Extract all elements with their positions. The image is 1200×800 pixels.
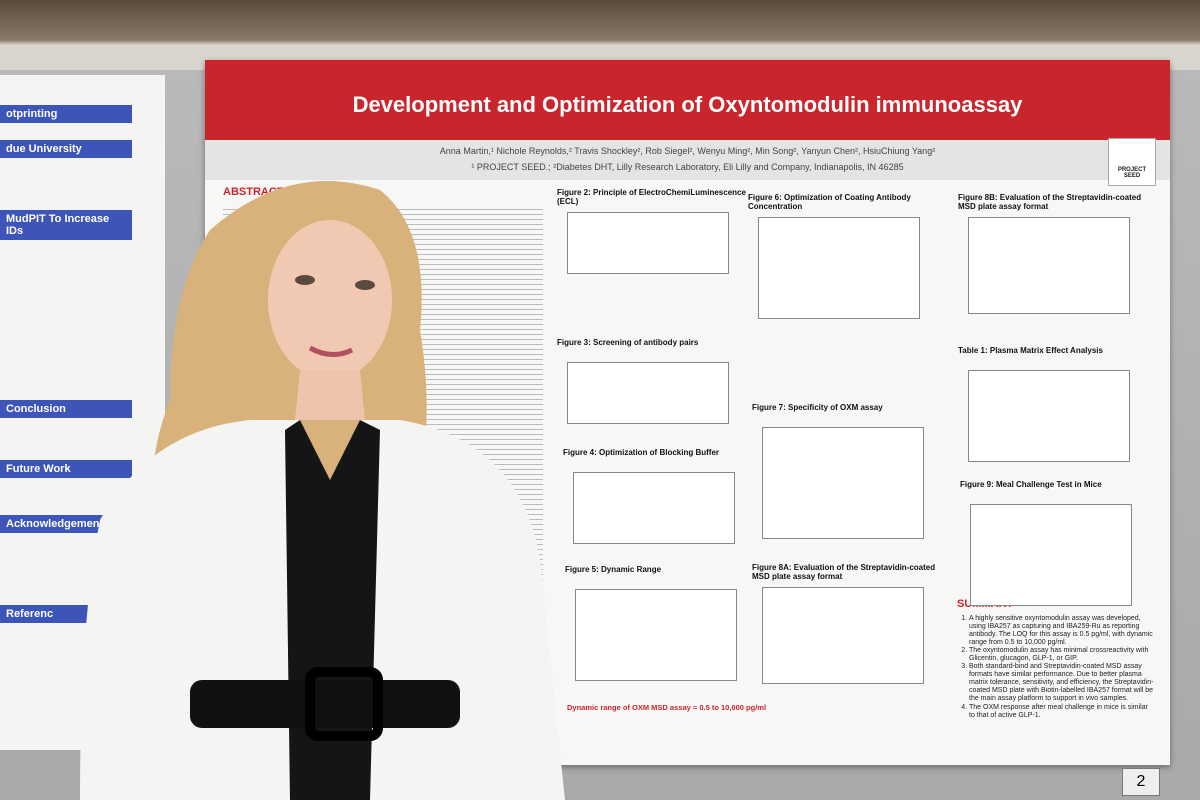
figure-panel <box>567 212 729 274</box>
left-poster-heading: MudPIT To Increase IDs <box>0 210 132 240</box>
poster-title: Development and Optimization of Oxyntomo… <box>205 60 1170 140</box>
figure-panel <box>762 427 924 539</box>
figure-panel <box>567 362 729 424</box>
figure-title: Figure 6: Optimization of Coating Antibo… <box>748 193 911 211</box>
left-poster-heading: Future Work <box>0 460 132 478</box>
eye <box>355 280 375 290</box>
figure-panel <box>758 217 920 319</box>
summary-item: The OXM response after meal challenge in… <box>969 704 1154 720</box>
figure-title: Figure 7: Specificity of OXM assay <box>752 403 883 412</box>
left-poster: otprinting due University MudPIT To Increa… <box>0 75 165 750</box>
author-bar: Anna Martin,¹ Nichole Reynolds,² Travis … <box>205 140 1170 180</box>
left-poster-heading: Conclusion <box>0 400 132 418</box>
mouth <box>308 345 354 357</box>
face <box>268 220 392 380</box>
figure-panel <box>762 587 924 684</box>
authors: Anna Martin,¹ Nichole Reynolds,² Travis … <box>439 146 936 156</box>
top <box>285 420 380 800</box>
summary-item: Both standard-bind and Streptavidin-coat… <box>969 663 1154 703</box>
eye <box>295 275 315 285</box>
figure-title: Figure 5: Dynamic Range <box>565 565 662 574</box>
figure-panel <box>970 504 1132 606</box>
affiliations: ¹ PROJECT SEED.; ²Diabetes DHT, Lilly Re… <box>471 162 904 172</box>
figure-title: Figure 2: Principle of ElectroChemiLumin… <box>557 188 746 206</box>
figure-title: Figure 4: Optimization of Blocking Buffe… <box>563 448 719 457</box>
summary-item: A highly sensitive oxyntomodulin assay w… <box>969 615 1154 647</box>
summary-list: A highly sensitive oxyntomodulin assay w… <box>957 615 1154 720</box>
figure-panel <box>573 472 735 544</box>
board-number: 2 <box>1122 768 1160 796</box>
figure-title: Figure 8B: Evaluation of the Streptavidi… <box>958 193 1142 211</box>
figure-panel <box>575 589 737 681</box>
dynamic-range-note: Dynamic range of OXM MSD assay = 0.5 to … <box>567 703 767 712</box>
figure-panel <box>968 217 1130 314</box>
belt <box>190 680 460 728</box>
left-poster-heading: otprinting <box>0 105 132 123</box>
neck <box>295 370 365 420</box>
figure-title: Figure 3: Screening of antibody pairs <box>557 338 699 347</box>
figure-panel <box>968 370 1130 462</box>
belt-buckle <box>305 667 383 741</box>
left-poster-heading: due University <box>0 140 132 158</box>
figure-title: Figure 9: Meal Challenge Test in Mice <box>960 480 1102 489</box>
figure-title: Table 1: Plasma Matrix Effect Analysis <box>958 346 1103 355</box>
summary-item: The oxyntomodulin assay has minimal cros… <box>969 647 1154 663</box>
logo-text: PROJECT SEED <box>1117 167 1147 179</box>
logo: PROJECT SEED <box>1108 138 1156 186</box>
figure-title: Figure 8A: Evaluation of the Streptavidi… <box>752 563 936 581</box>
